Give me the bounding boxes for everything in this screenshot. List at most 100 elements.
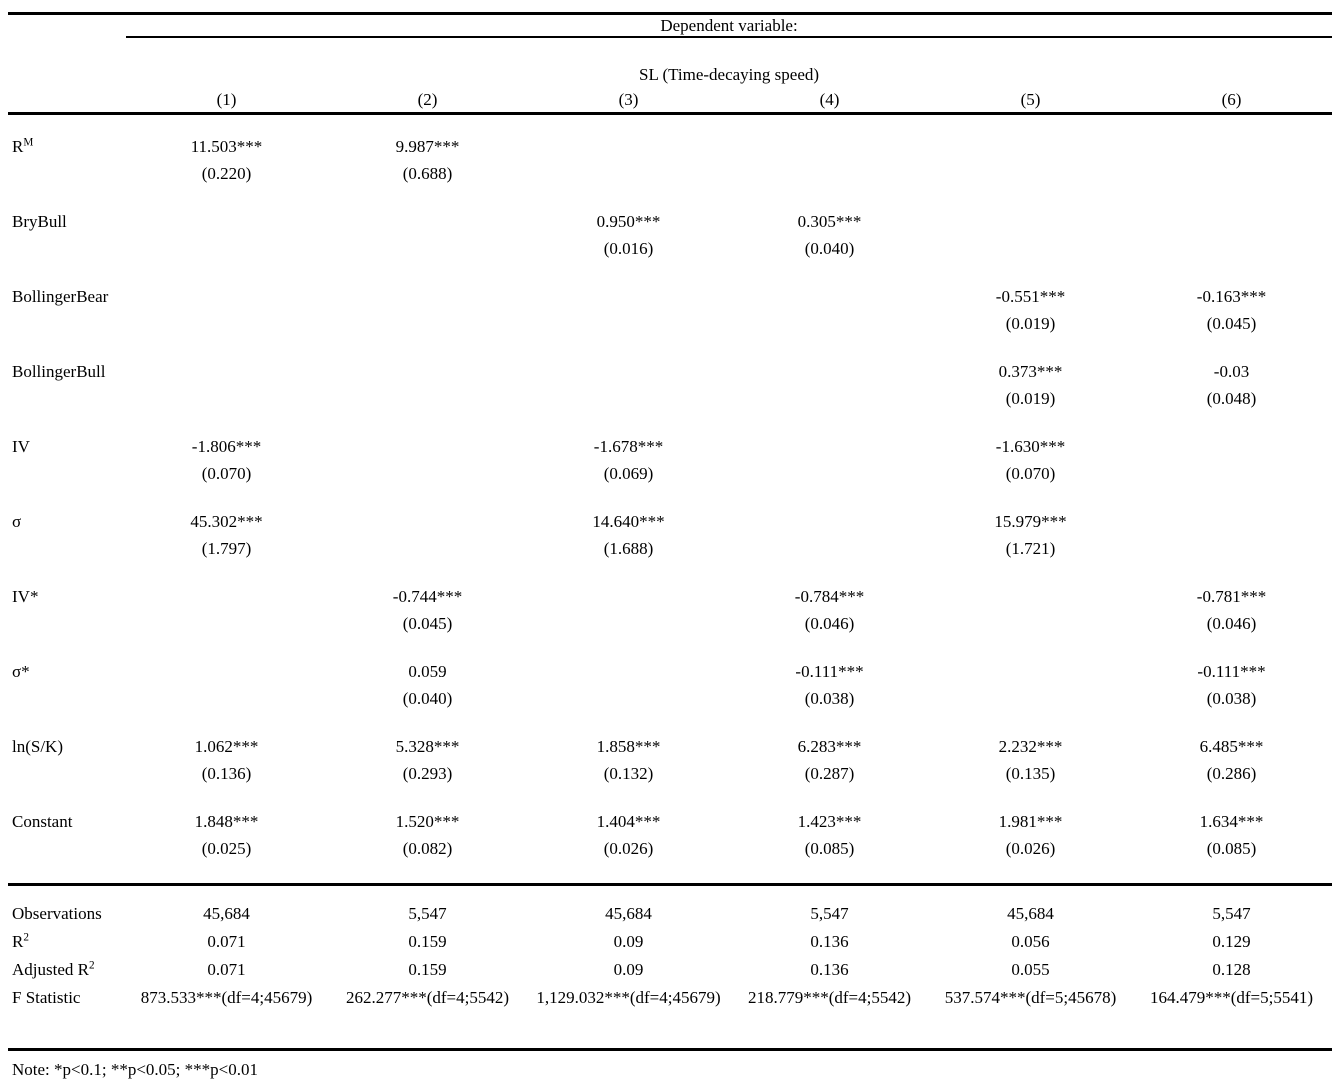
coefficient-value: -0.111*** bbox=[1197, 662, 1266, 681]
variable-label: Observations bbox=[8, 885, 126, 929]
coefficient-cell bbox=[126, 583, 327, 658]
coefficient-cell bbox=[729, 358, 930, 433]
variable-label-superscript: M bbox=[23, 136, 34, 149]
standard-error bbox=[126, 385, 327, 412]
coefficient-value bbox=[528, 583, 729, 610]
table-row: IV* -0.744*** (0.045) -0.784*** (0.046) -0… bbox=[8, 583, 1332, 658]
coefficient-cell: 14.640*** (1.688) bbox=[528, 508, 729, 583]
variable-label-text: Observations bbox=[12, 904, 102, 923]
standard-error: (0.040) bbox=[804, 239, 855, 258]
coefficient-value: 1.062*** bbox=[194, 737, 259, 756]
variable-label-text: R bbox=[12, 932, 24, 951]
standard-error bbox=[528, 160, 729, 187]
standard-error bbox=[528, 385, 729, 412]
summary-value: 0.136 bbox=[810, 960, 849, 979]
coefficient-cell bbox=[528, 114, 729, 209]
standard-error bbox=[729, 535, 930, 562]
summary-row: F Statistic 873.533***(df=4;45679) 262.277… bbox=[8, 984, 1333, 1051]
variable-label-text: Adjusted R bbox=[12, 960, 89, 979]
coefficient-value bbox=[126, 208, 327, 235]
coefficient-value bbox=[729, 283, 930, 310]
standard-error: (0.038) bbox=[1206, 689, 1257, 708]
standard-error: (0.070) bbox=[201, 464, 252, 483]
dependent-variable-caption-row: Dependent variable: bbox=[8, 13, 1333, 38]
dependent-variable-caption: Dependent variable: bbox=[126, 13, 1333, 38]
standard-error: (0.136) bbox=[201, 764, 252, 783]
summary-value: 0.071 bbox=[207, 932, 246, 951]
standard-error bbox=[126, 685, 327, 712]
coefficient-cell: 6.283*** (0.287) bbox=[729, 733, 930, 808]
coefficient-value bbox=[528, 283, 729, 310]
coefficient-cell bbox=[126, 658, 327, 733]
table-header: Dependent variable: SL (Time-decaying sp… bbox=[8, 13, 1333, 115]
standard-error: (0.293) bbox=[402, 764, 453, 783]
summary-value: 5,547 bbox=[408, 904, 447, 923]
corner-cell bbox=[8, 37, 126, 88]
coefficient-cell bbox=[1131, 508, 1332, 583]
coefficient-cell: 1.404*** (0.026) bbox=[528, 808, 729, 886]
coefficient-cell: 15.979*** (1.721) bbox=[930, 508, 1131, 583]
coefficient-cell bbox=[1131, 433, 1332, 508]
column-number: (6) bbox=[1131, 88, 1333, 115]
summary-value: 0.136 bbox=[810, 932, 849, 951]
variable-label: BryBull bbox=[8, 208, 126, 283]
coefficient-value: 0.059 bbox=[408, 662, 447, 681]
summary-value: 0.159 bbox=[408, 932, 447, 951]
standard-error bbox=[528, 310, 729, 337]
standard-error bbox=[126, 310, 327, 337]
summary-value: 0.159 bbox=[408, 960, 447, 979]
coefficient-cell: 2.232*** (0.135) bbox=[930, 733, 1131, 808]
summary-row: Observations 45,684 5,547 45,684 5,547 45,684… bbox=[8, 885, 1332, 929]
coefficient-cell: 0.373*** (0.019) bbox=[930, 358, 1131, 433]
coefficient-value: 14.640*** bbox=[592, 512, 665, 531]
standard-error bbox=[327, 310, 528, 337]
coefficient-value: 0.950*** bbox=[596, 212, 661, 231]
coefficient-cell: 11.503*** (0.220) bbox=[126, 114, 327, 209]
coefficient-value: -0.551*** bbox=[995, 287, 1066, 306]
coefficient-value: 5.328*** bbox=[395, 737, 460, 756]
coefficient-value: -0.781*** bbox=[1196, 587, 1267, 606]
table-row: RM 11.503*** (0.220) 9.987*** (0.688) bbox=[8, 114, 1332, 209]
coefficient-cell bbox=[930, 658, 1131, 733]
standard-error: (0.016) bbox=[603, 239, 654, 258]
column-number: (1) bbox=[126, 88, 327, 115]
coefficient-value: 6.485*** bbox=[1199, 737, 1264, 756]
coefficient-cell bbox=[729, 508, 930, 583]
table-row: ln(S/K) 1.062*** (0.136) 5.328*** (0.293) 1.8… bbox=[8, 733, 1332, 808]
summary-value: 45,684 bbox=[203, 904, 250, 923]
coefficient-value: 45.302*** bbox=[190, 512, 263, 531]
significance-note: Note: *p<0.1; **p<0.05; ***p<0.01 bbox=[12, 1060, 258, 1079]
column-numbers-row: (1) (2) (3) (4) (5) (6) bbox=[8, 88, 1333, 115]
standard-error bbox=[327, 235, 528, 262]
coefficient-value: -0.163*** bbox=[1196, 287, 1267, 306]
standard-error: (0.048) bbox=[1206, 389, 1257, 408]
standard-error: (1.688) bbox=[603, 539, 654, 558]
coefficient-cell bbox=[327, 358, 528, 433]
coefficient-value bbox=[1131, 208, 1332, 235]
standard-error bbox=[1131, 535, 1332, 562]
table-row: BryBull 0.950*** (0.016) 0.305*** (0.040) bbox=[8, 208, 1332, 283]
coefficient-value bbox=[1131, 133, 1332, 160]
summary-value: 1,129.032***(df=4;45679) bbox=[528, 984, 729, 1051]
coefficient-cell: 1.858*** (0.132) bbox=[528, 733, 729, 808]
coefficient-cell bbox=[126, 358, 327, 433]
coefficient-cell: 1.981*** (0.026) bbox=[930, 808, 1131, 886]
summary-value: 0.055 bbox=[1011, 960, 1050, 979]
summary-row: Adjusted R2 0.071 0.159 0.09 0.136 0.055 0.128 bbox=[8, 956, 1332, 984]
summary-value: 0.129 bbox=[1212, 932, 1251, 951]
coefficient-value bbox=[126, 658, 327, 685]
variable-label: IV* bbox=[8, 583, 126, 658]
coefficient-value: 9.987*** bbox=[395, 137, 460, 156]
coefficient-cell bbox=[327, 433, 528, 508]
coefficient-value bbox=[930, 133, 1131, 160]
coefficient-cell: -0.111*** (0.038) bbox=[1131, 658, 1332, 733]
summary-value: 0.056 bbox=[1011, 932, 1050, 951]
coefficient-cell: 1.634*** (0.085) bbox=[1131, 808, 1333, 886]
variable-label-text: IV bbox=[12, 437, 30, 456]
table-row: σ 45.302*** (1.797) 14.640*** (1.688) 15.97… bbox=[8, 508, 1332, 583]
standard-error: (0.070) bbox=[1005, 464, 1056, 483]
summary-value: 5,547 bbox=[810, 904, 849, 923]
coefficient-cell: 45.302*** (1.797) bbox=[126, 508, 327, 583]
variable-label-text: σ bbox=[12, 512, 22, 531]
coefficient-cell bbox=[930, 583, 1131, 658]
